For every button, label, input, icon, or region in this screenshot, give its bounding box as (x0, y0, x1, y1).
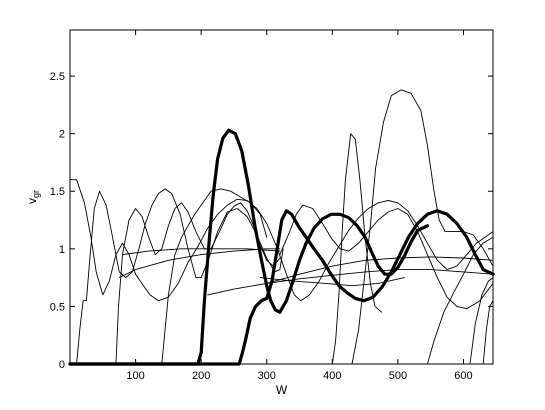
y-ticks: 0 0.5 1 1.5 2 2.5 (50, 71, 493, 371)
series-curve-13 (426, 236, 494, 365)
series-curve-4 (161, 188, 268, 365)
y-tick-label: 2 (59, 129, 65, 141)
series-curve-17 (68, 209, 495, 366)
x-tick-label: 100 (126, 370, 144, 382)
x-tick-label: 500 (389, 370, 407, 382)
series-curve-6 (122, 248, 281, 256)
series-curve-5 (118, 248, 281, 279)
axes-frame (69, 29, 494, 365)
curves (68, 89, 495, 366)
series-curve-15 (482, 300, 494, 365)
y-tick-label: 1.5 (50, 186, 65, 198)
y-tick-label: 1 (59, 244, 65, 256)
series-curve-1 (69, 179, 494, 302)
series-curve-11 (331, 133, 382, 365)
x-tick-label: 400 (323, 370, 341, 382)
x-ticks: 100 200 300 400 500 600 (126, 30, 473, 382)
series-curve-14 (469, 277, 494, 365)
y-axis-label-subscript: gr (31, 190, 41, 198)
y-tick-label: 2.5 (50, 71, 65, 83)
x-tick-label: 300 (258, 370, 276, 382)
x-axis-label: W (276, 383, 288, 397)
x-tick-label: 200 (192, 370, 210, 382)
series-curve-2 (76, 188, 284, 365)
series-curve-7 (207, 269, 494, 296)
series-curve-3 (115, 202, 281, 365)
y-axis-label: vgr (25, 190, 41, 204)
series-curve-16 (68, 128, 429, 366)
series-curve-10 (279, 204, 494, 310)
series-curve-9 (266, 256, 494, 284)
x-tick-label: 600 (454, 370, 472, 382)
plot-area: 100 200 300 400 500 600 0 0.5 1 1.5 2 2.5 (50, 29, 495, 382)
y-axis-label-main: v (25, 198, 39, 204)
y-tick-label: 0 (59, 359, 65, 371)
y-tick-label: 0.5 (50, 301, 65, 313)
